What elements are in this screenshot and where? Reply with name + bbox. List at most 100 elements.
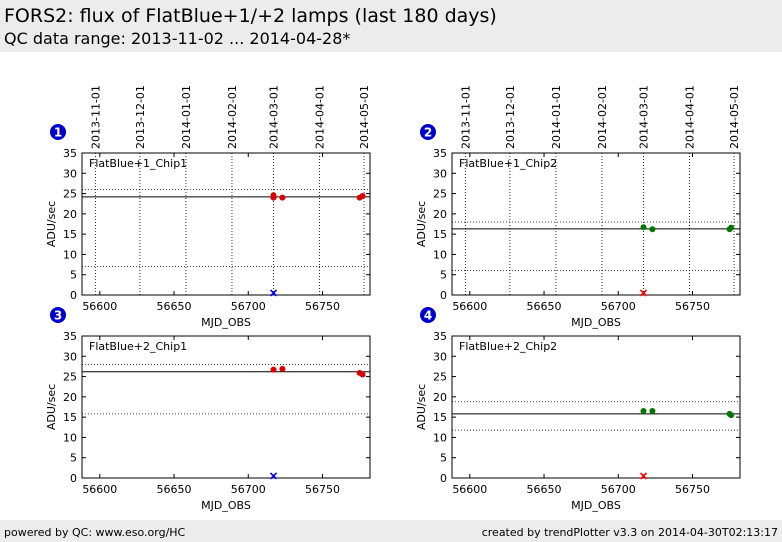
y-tick-label: 5 xyxy=(440,452,447,465)
y-tick-label: 15 xyxy=(63,411,77,424)
x-tick-label: 56700 xyxy=(231,300,266,313)
date-tick-label: 2014-01-01 xyxy=(180,85,193,149)
panel-label: FlatBlue+1_Chip2 xyxy=(459,157,557,170)
plot-panel-3: 0 5 10 15 20 25 30 35 56600 56650 56700 56750 MJD_OB… xyxy=(45,307,371,512)
y-tick-label: 15 xyxy=(433,411,447,424)
x-axis-label: MJD_OBS xyxy=(571,316,621,329)
date-tick-label: 2014-01-01 xyxy=(550,85,563,149)
y-axis-label: ADU/sec xyxy=(45,201,58,247)
x-tick-label: 56650 xyxy=(527,483,562,496)
y-tick-label: 25 xyxy=(433,371,447,384)
date-tick-label: 2013-12-01 xyxy=(134,85,147,149)
data-point xyxy=(279,194,286,201)
outlier-marker xyxy=(639,472,648,480)
panel-number-badge xyxy=(420,124,436,140)
powered-by-text: powered by QC: www.eso.org/HC xyxy=(4,526,186,539)
created-by-text: created by trendPlotter v3.3 on 2014-04-… xyxy=(481,526,778,539)
y-tick-label: 10 xyxy=(433,248,447,261)
x-tick-label: 56750 xyxy=(675,483,710,496)
x-tick-label: 56600 xyxy=(82,483,117,496)
y-tick-label: 20 xyxy=(433,391,447,404)
data-point xyxy=(728,412,735,419)
y-tick-label: 10 xyxy=(63,431,77,444)
panel-number: 2 xyxy=(424,126,432,140)
y-tick-label: 25 xyxy=(433,188,447,201)
x-axis-label: MJD_OBS xyxy=(201,499,251,512)
y-tick-label: 0 xyxy=(70,289,77,302)
y-tick-label: 20 xyxy=(433,208,447,221)
x-tick-label: 56600 xyxy=(452,483,487,496)
plot-frame xyxy=(451,152,741,296)
outlier-marker xyxy=(269,472,278,480)
x-tick-label: 56750 xyxy=(675,300,710,313)
y-tick-label: 20 xyxy=(63,391,77,404)
y-axis-label: ADU/sec xyxy=(415,384,428,430)
y-tick-label: 10 xyxy=(63,248,77,261)
y-tick-label: 30 xyxy=(63,350,77,363)
outlier-marker xyxy=(269,289,278,297)
date-tick-label: 2014-04-01 xyxy=(684,85,697,149)
date-tick-label: 2014-05-01 xyxy=(358,85,371,149)
data-point xyxy=(270,366,277,373)
y-tick-label: 25 xyxy=(63,371,77,384)
y-tick-label: 30 xyxy=(433,350,447,363)
plot-frame xyxy=(81,335,371,479)
y-tick-label: 35 xyxy=(63,330,77,343)
y-axis-label: ADU/sec xyxy=(415,201,428,247)
data-point xyxy=(728,224,735,231)
y-tick-label: 0 xyxy=(440,289,447,302)
data-range-subtitle: QC data range: 2013-11-02 ... 2014-04-28… xyxy=(4,29,351,48)
y-tick-label: 15 xyxy=(63,228,77,241)
data-point xyxy=(640,408,647,415)
x-axis-label: MJD_OBS xyxy=(571,499,621,512)
y-tick-label: 30 xyxy=(63,167,77,180)
panel-number: 3 xyxy=(54,309,62,323)
y-tick-label: 0 xyxy=(440,472,447,485)
x-tick-label: 56600 xyxy=(82,300,117,313)
x-tick-label: 56600 xyxy=(452,300,487,313)
date-tick-label: 2013-11-01 xyxy=(459,85,472,149)
outlier-marker xyxy=(639,289,648,297)
date-tick-label: 2014-05-01 xyxy=(728,85,741,149)
y-tick-label: 10 xyxy=(433,431,447,444)
data-point xyxy=(359,193,366,200)
y-tick-label: 15 xyxy=(433,228,447,241)
data-point xyxy=(649,408,656,415)
plot-panel-2: 0 5 10 15 20 25 30 35 56600 56650 56700 56750 MJD_OB… xyxy=(415,85,741,329)
data-point xyxy=(279,365,286,372)
y-tick-label: 5 xyxy=(70,269,77,282)
y-axis-label: ADU/sec xyxy=(45,384,58,430)
report-header: FORS2: flux of FlatBlue+1/+2 lamps (last… xyxy=(0,0,782,52)
data-point xyxy=(359,371,366,378)
date-tick-label: 2013-11-01 xyxy=(89,85,102,149)
report-footer: powered by QC: www.eso.org/HC created by… xyxy=(0,520,782,542)
panel-number: 1 xyxy=(54,126,62,140)
y-tick-label: 0 xyxy=(70,472,77,485)
date-tick-label: 2013-12-01 xyxy=(504,85,517,149)
data-point xyxy=(649,226,656,233)
plot-panel-1: 0 5 10 15 20 25 30 35 56600 56650 56700 56750 MJD_OB… xyxy=(45,85,371,329)
x-tick-label: 56700 xyxy=(601,483,636,496)
x-tick-label: 56750 xyxy=(305,483,340,496)
y-tick-label: 35 xyxy=(433,330,447,343)
plot-panel-4: 0 5 10 15 20 25 30 35 56600 56650 56700 56750 MJD_OB… xyxy=(415,307,741,512)
x-tick-label: 56700 xyxy=(231,483,266,496)
x-tick-label: 56650 xyxy=(157,483,192,496)
plot-frame xyxy=(451,335,741,479)
data-point xyxy=(640,224,647,231)
x-tick-label: 56750 xyxy=(305,300,340,313)
y-tick-label: 20 xyxy=(63,208,77,221)
date-tick-label: 2014-04-01 xyxy=(314,85,327,149)
date-tick-label: 2014-02-01 xyxy=(226,85,239,149)
page-title: FORS2: flux of FlatBlue+1/+2 lamps (last… xyxy=(4,5,497,27)
y-tick-label: 5 xyxy=(70,452,77,465)
panel-number-badge xyxy=(420,307,436,323)
x-tick-label: 56700 xyxy=(601,300,636,313)
date-tick-label: 2014-03-01 xyxy=(638,85,651,149)
x-axis-label: MJD_OBS xyxy=(201,316,251,329)
date-tick-label: 2014-03-01 xyxy=(268,85,281,149)
panel-label: FlatBlue+2_Chip1 xyxy=(89,340,187,353)
plot-frame xyxy=(81,152,371,296)
y-tick-label: 5 xyxy=(440,269,447,282)
y-tick-label: 30 xyxy=(433,167,447,180)
